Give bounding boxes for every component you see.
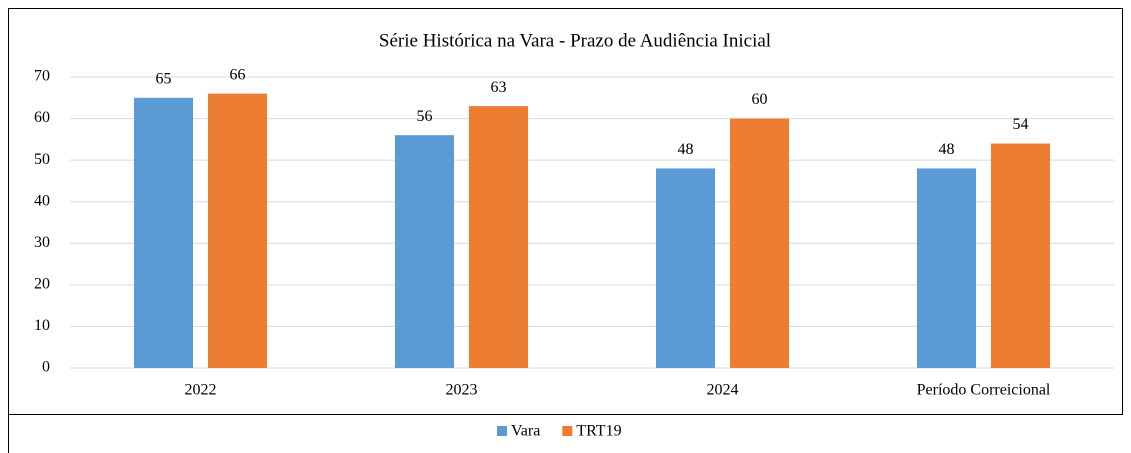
y-tick-label: 60 — [34, 109, 50, 126]
legend-label: TRT19 — [576, 423, 621, 440]
y-tick-label: 70 — [34, 68, 50, 85]
y-tick-label: 30 — [34, 234, 50, 251]
bar — [656, 168, 715, 368]
y-tick-label: 20 — [34, 276, 50, 293]
bar — [991, 143, 1050, 368]
data-label: 48 — [678, 141, 694, 158]
x-tick-label: 2022 — [185, 382, 217, 399]
chart-frame — [8, 8, 1123, 415]
bar — [917, 168, 976, 368]
bar — [134, 97, 193, 369]
y-tick-label: 10 — [34, 317, 50, 334]
x-tick-label: 2023 — [446, 382, 478, 399]
chart-title: Série Histórica na Vara - Prazo de Audiê… — [379, 30, 771, 51]
bar — [469, 106, 528, 368]
data-label: 54 — [1013, 116, 1029, 133]
legend-label: Vara — [511, 423, 540, 440]
data-label: 63 — [491, 79, 507, 96]
data-label: 65 — [156, 70, 172, 87]
bar — [208, 93, 267, 368]
x-tick-label: 2024 — [707, 382, 739, 399]
x-tick-label: Período Correicional — [917, 382, 1051, 399]
data-label: 48 — [939, 141, 955, 158]
bar — [395, 135, 454, 368]
bar — [730, 118, 789, 368]
data-label: 56 — [417, 108, 433, 125]
data-label: 66 — [230, 66, 246, 83]
legend-swatch — [562, 426, 573, 436]
y-tick-label: 50 — [34, 151, 50, 168]
y-tick-label: 40 — [34, 192, 50, 209]
legend-swatch — [497, 426, 507, 436]
y-tick-label: 0 — [42, 359, 50, 376]
data-label: 60 — [752, 91, 768, 108]
